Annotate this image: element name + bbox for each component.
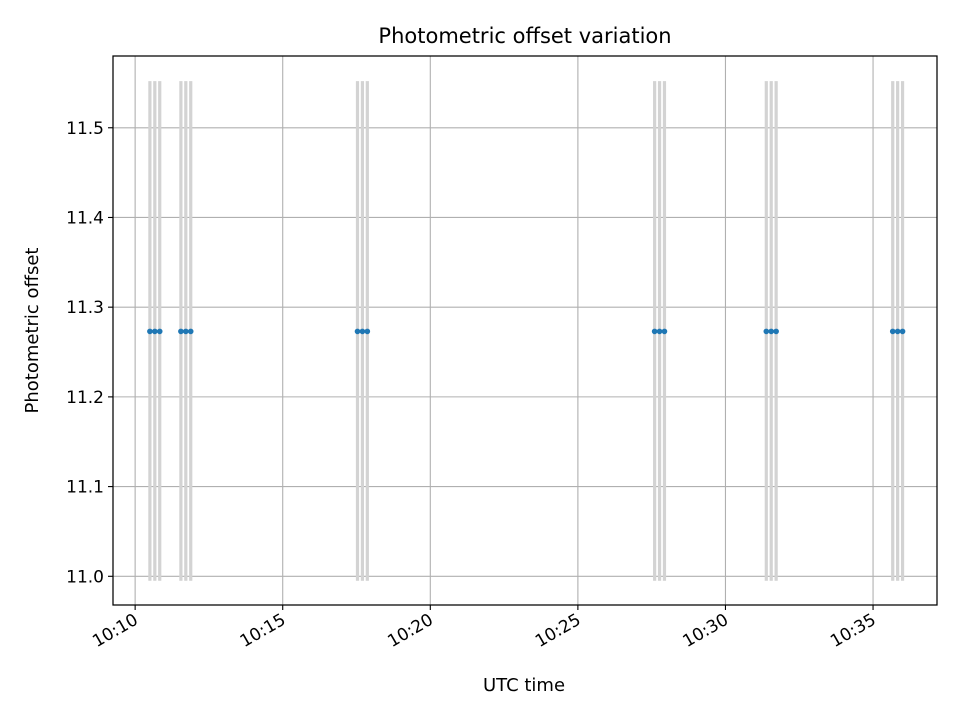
- y-tick-label: 11.5: [66, 119, 104, 139]
- data-point: [354, 328, 361, 335]
- y-axis: 11.0 11.1 11.2 11.3 11.4 11.5: [66, 119, 113, 587]
- data-point: [187, 328, 194, 335]
- data-point: [364, 328, 371, 335]
- data-point: [773, 328, 779, 335]
- y-axis-label: Photometric offset: [22, 248, 43, 414]
- data-point: [661, 328, 668, 335]
- data-point: [359, 328, 366, 335]
- data-point: [768, 328, 775, 335]
- chart-title: Photometric offset variation: [378, 24, 671, 48]
- data-point: [152, 328, 158, 335]
- y-tick-label: 11.3: [66, 298, 104, 318]
- axes-frame: [112, 55, 938, 606]
- data-point: [183, 328, 189, 335]
- data-point: [894, 328, 901, 335]
- data-points: [147, 328, 906, 335]
- data-point: [651, 328, 658, 335]
- data-point: [147, 328, 153, 335]
- data-point: [656, 328, 663, 335]
- grid: [113, 56, 937, 605]
- data-point: [889, 328, 896, 335]
- data-point: [763, 328, 770, 335]
- y-tick-label: 11.0: [66, 567, 104, 587]
- y-tick-label: 11.4: [66, 208, 104, 228]
- y-tick-label: 11.1: [66, 478, 104, 498]
- data-point: [899, 328, 906, 335]
- y-tick-label: 11.2: [66, 388, 104, 408]
- x-axis-label: UTC time: [483, 675, 565, 696]
- data-point: [156, 328, 163, 335]
- data-point: [178, 328, 184, 335]
